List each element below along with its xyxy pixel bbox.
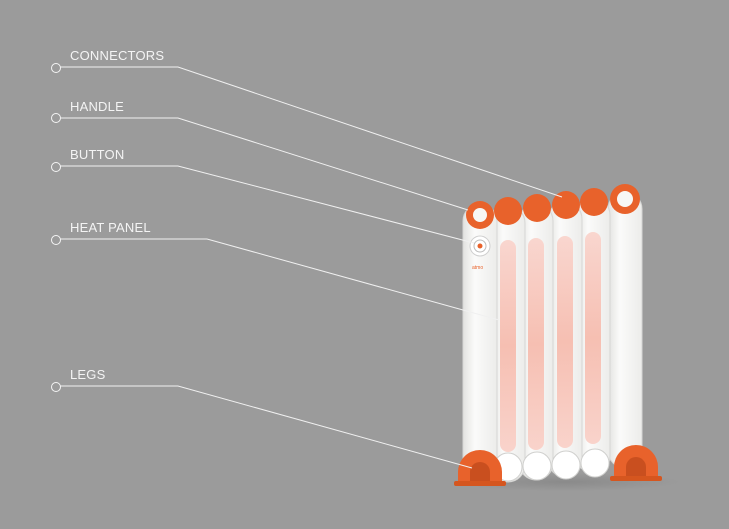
callout-markers (51, 63, 61, 392)
heat-panel (500, 240, 516, 452)
callout-marker-legs (51, 382, 61, 392)
callout-marker-handle (51, 113, 61, 123)
leader-lines (60, 66, 563, 469)
callout-marker-button (51, 162, 61, 172)
callout-label-handle: HANDLE (70, 99, 124, 114)
callout-label-button: BUTTON (70, 147, 125, 162)
heat-panel (528, 238, 544, 450)
leg-left (454, 450, 506, 486)
radiator-fin (607, 191, 643, 469)
leader-line-connectors (60, 66, 563, 198)
callout-label-heat-panel: HEAT PANEL (70, 220, 151, 235)
leg-right (610, 445, 662, 481)
bottom-connectors (493, 448, 610, 482)
power-button (469, 235, 491, 257)
leader-line-handle (60, 117, 469, 211)
callout-marker-connectors (51, 63, 61, 73)
leader-line-heat-panel (60, 238, 500, 321)
top-connectors (466, 184, 640, 229)
callout-marker-heat-panel (51, 235, 61, 245)
brand-logo: atmo (472, 265, 483, 271)
leader-line-button (60, 165, 475, 244)
leader-line-legs (60, 385, 473, 469)
heat-panel (585, 232, 601, 444)
callout-label-legs: LEGS (70, 367, 106, 382)
radiator-fin (490, 205, 526, 483)
heat-panel (557, 236, 573, 448)
callout-label-connectors: CONNECTORS (70, 48, 165, 63)
